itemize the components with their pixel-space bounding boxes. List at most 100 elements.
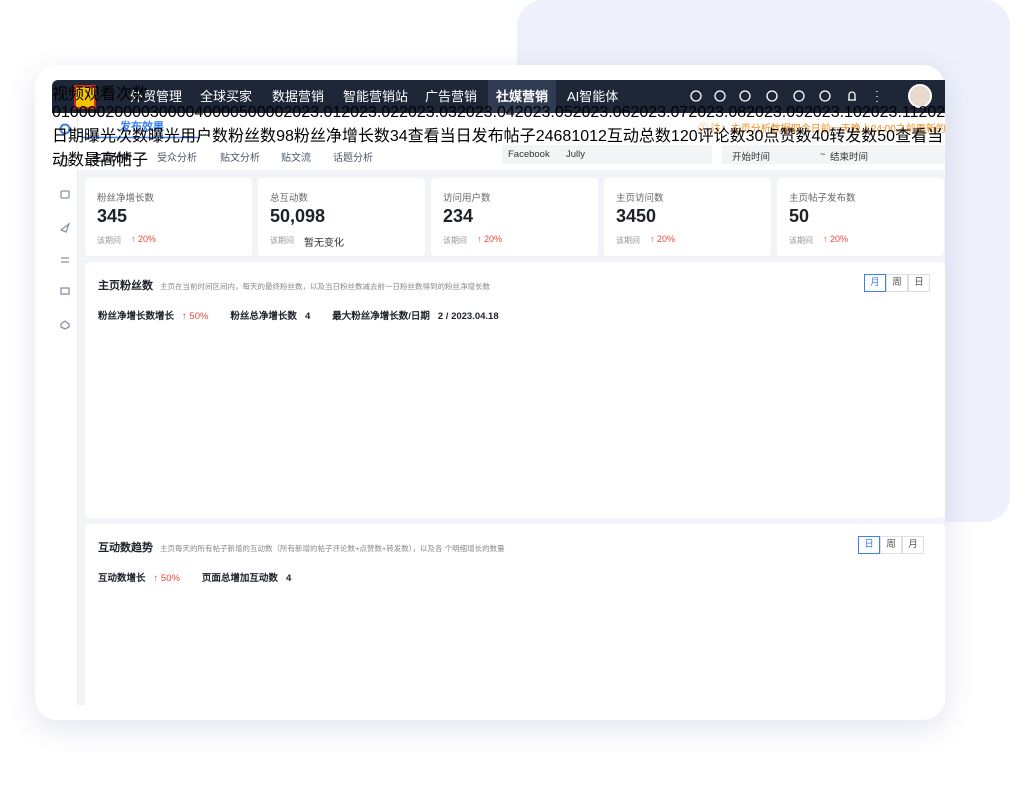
sub-tab[interactable]: 主页分析 [92,153,132,164]
stat-card [604,178,771,256]
stat-label: 主页访问数 [616,193,664,204]
charts: 视频观看次数010000200003000040000500002023.01 2… [52,80,945,170]
y-tick-label: 10000 [60,104,106,121]
x-tick-label: 2023.12 [918,104,946,121]
tooltip-label: 点赞数 [763,128,812,145]
tooltip-value: 98 [276,128,294,145]
tooltip-label: 粉丝净增长数 [293,128,390,145]
nav-item[interactable]: 全球买家 [200,89,253,104]
summary-label: 粉丝总净增长数 [230,311,297,322]
x-axis-label: 日期 [52,128,85,145]
y-tick-label: 10 [571,128,590,145]
avatar[interactable] [908,84,932,108]
stat-card [777,178,944,256]
summary: 互动数增长 ↑ 50% 页面总增加互动数 4 [98,570,291,584]
stat-label: 粉丝净增长数 [97,193,155,204]
sidebar-icons[interactable] [59,123,71,330]
y-tick-label: 30000 [149,104,195,121]
stat-label: 总互动数 [270,193,309,204]
select-box[interactable] [502,145,712,164]
icons [59,84,932,330]
sub-tab[interactable]: 话题分析 [333,153,373,164]
summary-label: 页面总增加互动数 [201,573,278,584]
app-window: 外贸管理 全球买家 数据营销 智能营销站 广告营销 社媒营销 AI智能体发布效果 ⓘ 注：主页… [52,80,945,705]
notice: ⓘ 注：主页分析数据取今日前一天晚上24:00之前更新的数据 [698,124,945,135]
tooltip-value: 50 [877,128,896,145]
x-tick-label: 2023.11 [861,104,919,121]
y-tick-label: 12 [589,128,607,145]
tooltip-link[interactable]: 查看当日互动数最高帖子 [52,128,945,169]
tooltip-label: 粉丝数 [228,128,277,145]
nav-item[interactable]: 智能营销站 [343,89,409,104]
tooltip-label: 评论数 [697,128,746,145]
sub-tab[interactable]: 受众分析 [157,153,197,164]
stat-card [85,178,252,256]
chart-title: 主页粉丝数 [98,280,153,292]
nav-item[interactable]: 广告营销 [425,89,478,104]
tooltip-value: 120 [670,128,698,145]
legend-label: 曝光用户数 [148,128,229,145]
y-tick-label: 0 [52,104,61,121]
y-tick-label: 4 [544,128,554,145]
tooltip-value: 40 [811,128,830,145]
nav-item[interactable]: 数据营销 [272,89,325,104]
end-date: 结束时间 [830,152,869,163]
toggle-button[interactable]: 月 [864,274,886,292]
nav-item[interactable]: 外贸管理 [130,89,183,104]
tooltip-value: 34 [389,128,408,145]
x-tick-label: 2023.09 [746,104,804,121]
summary-value: 2 / 2023.04.18 [437,311,499,322]
date-box[interactable] [722,145,945,164]
y-axis-label: 视频观看次数 [52,86,149,103]
y-tick-label: 40000 [194,104,239,121]
logo [74,85,96,109]
date-sep: ~ [820,149,826,160]
platform: Facebook [508,149,550,160]
toggle-button[interactable]: 周 [886,274,908,292]
chart-subtitle: 主页每天的所有帖子新增的互动数（所有新增的帖子评论数+点赞数+转发数），以及各 … [160,544,505,553]
nav-icons[interactable] [690,90,878,102]
tab[interactable]: 发布效果 [120,121,164,133]
stat-change: ↑ 20% [477,234,503,244]
summary-value: ↑ 50% [153,573,180,584]
stat-value: 234 [443,206,474,226]
x-tick-label: 2023.03 [399,104,457,121]
stat-change: ↑ 20% [823,234,849,244]
tooltip-label: 转发数 [829,128,878,145]
toggle-button[interactable]: 月 [902,536,924,554]
sub-tab[interactable]: 贴文流 [281,153,311,164]
stat-period: 该期间 [616,236,640,245]
toggle-button[interactable]: 周 [880,536,902,554]
stat-label: 主页帖子发布数 [789,193,856,204]
y-tick-label: 50000 [238,104,284,121]
toggle-button[interactable]: 日 [908,274,930,292]
x-tick-label: 2023.07 [630,104,689,121]
y-tick-label: 20000 [105,104,150,121]
stat-period: 该期间 [97,236,121,245]
tooltip-link[interactable]: 查看当日发布帖子 [407,128,536,145]
summary: 粉丝净增长数增长 ↑ 50% 粉丝总净增长数 4 最大粉丝净增长数/日期 2 / 2023… [98,308,499,322]
nav-item[interactable]: 社媒营销 [488,80,557,113]
tooltip-label: 互动总数 [606,128,671,145]
summary-value: 4 [304,311,311,322]
y-tick-label: 8 [562,128,572,145]
stat-value: 50,098 [270,206,326,226]
summary-value: 4 [285,573,292,584]
stat-change: ↑ 20% [650,234,676,244]
x-tick-label: 2023.01 [283,104,342,121]
nav-item[interactable]: AI智能体 [567,89,619,104]
y-tick-label: 2 [535,128,545,145]
x-tick-label: 2023.04 [456,104,515,121]
stat-card [431,178,598,256]
chart-title: 互动数趋势 [98,542,153,554]
summary-label: 互动数增长 [98,573,146,584]
chart-subtitle: 主页在当前时间区间内，每天的最终粉丝数，以及当日粉丝数减去前一日粉丝数得到的粉丝… [160,282,490,291]
x-tick-label: 2023.08 [688,104,747,121]
sub-tab[interactable]: 贴文分析 [220,153,260,164]
stat-period: 该期间 [443,236,467,245]
start-date: 开始时间 [732,152,771,163]
x-tick-label: 2023.10 [804,104,862,121]
account: Jully [566,149,586,160]
summary-label: 最大粉丝净增长数/日期 [332,311,430,322]
toggle-button[interactable]: 日 [858,536,880,554]
